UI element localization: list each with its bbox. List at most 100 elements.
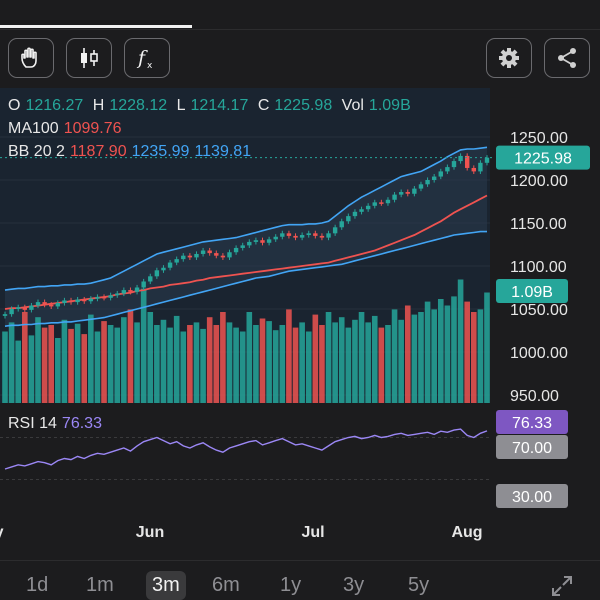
price-tick-label: 1200.00: [510, 173, 568, 190]
candle-body: [174, 259, 179, 263]
volume-bar: [180, 331, 187, 403]
hand-tool-button[interactable]: [8, 38, 54, 78]
volume-bar: [305, 331, 312, 403]
high-value: 1228.12: [109, 97, 168, 114]
indicator-lines: [4, 146, 488, 327]
volume-bar: [226, 322, 233, 403]
volume-bar: [378, 327, 385, 403]
volume-bar: [358, 312, 365, 403]
price-chart[interactable]: 1250.00 1200.00 1150.00 1100.00 1050.00 1000.…: [0, 0, 600, 560]
volume-badge: [496, 279, 568, 303]
price-tick-label: 1000.00: [510, 345, 568, 362]
last-price-label: 1225.98: [514, 151, 572, 168]
candle-body: [332, 227, 338, 234]
fullscreen-icon[interactable]: [550, 574, 574, 598]
candle-body: [418, 184, 424, 189]
volume-bar: [2, 331, 8, 403]
share-icon: [558, 48, 576, 68]
volume-bar: [437, 299, 444, 403]
rsi-level-badge: [496, 484, 568, 508]
function-icon: f x: [136, 47, 153, 71]
candle-body: [266, 239, 272, 243]
volume-bar: [200, 328, 206, 403]
volume-bar: [424, 301, 431, 403]
timeframe-1m[interactable]: 1m: [86, 574, 114, 596]
candle-body: [55, 302, 61, 307]
ma-value: 1099.76: [63, 120, 122, 137]
rsi-value: 76.33: [61, 415, 102, 432]
volume-bar: [365, 322, 371, 403]
volume-bar: [107, 325, 114, 403]
timeframe-1y[interactable]: 1y: [280, 574, 302, 596]
volume-bar: [154, 325, 160, 403]
candle-body: [478, 162, 483, 172]
candle-body: [253, 240, 259, 242]
candle-body: [319, 235, 325, 238]
price-tick-label: 950.00: [510, 388, 559, 405]
candle-body: [398, 192, 404, 195]
volume-bar: [398, 319, 404, 403]
rsi-level-badge: [496, 435, 568, 459]
volume-value: 1.09B: [368, 97, 411, 114]
candle-body: [392, 194, 397, 200]
timeframe-3y[interactable]: 3y: [343, 574, 365, 596]
candle-body: [207, 250, 212, 254]
candle-body: [88, 298, 94, 302]
volume-bar: [48, 325, 55, 403]
candle-body: [260, 240, 265, 243]
price-tick-label: 1250.00: [510, 130, 568, 147]
candle-body: [82, 299, 87, 302]
volume-bar: [266, 321, 272, 403]
candle-body: [293, 235, 298, 238]
candle-body: [154, 270, 160, 277]
candle-body: [115, 293, 120, 296]
candle-body: [451, 161, 457, 168]
volume-bar: [418, 312, 424, 403]
rsi-value-label: 76.33: [512, 415, 552, 432]
candle-body: [22, 307, 28, 310]
ohlc-legend: O 1216.27 H 1228.12 L 1214.17 C 1225.98 Vol 1…: [8, 97, 416, 115]
candle-body: [405, 192, 410, 194]
volume-bar: [371, 315, 378, 403]
bottom-divider: [0, 560, 600, 561]
timeframe-3m[interactable]: 3m: [146, 571, 186, 600]
candle-body: [412, 188, 417, 194]
candle-body: [445, 167, 450, 172]
svg-text:x: x: [147, 61, 153, 71]
volume-bar: [206, 317, 213, 403]
volume-bar: [22, 312, 28, 403]
candle-body: [431, 176, 437, 180]
price-tick-label: 1100.00: [510, 259, 567, 276]
price-tick-label: 1150.00: [510, 216, 567, 233]
candle-body: [75, 299, 80, 303]
volume-bar: [121, 317, 127, 403]
candle-body: [365, 205, 371, 210]
candle-body: [306, 233, 311, 236]
timeframe-1d[interactable]: 1d: [26, 574, 49, 596]
share-button[interactable]: [544, 38, 590, 78]
timeframe-6m[interactable]: 6m: [212, 574, 240, 596]
volume-bars: [2, 279, 490, 403]
open-label: O: [8, 97, 21, 114]
volume-bar: [332, 322, 338, 403]
volume-bar: [15, 340, 22, 403]
volume-bar: [213, 325, 220, 403]
volume-bar: [484, 292, 490, 403]
timeframe-5y[interactable]: 5y: [408, 574, 430, 596]
rsi-label: RSI 14: [8, 415, 57, 432]
svg-text:f: f: [136, 47, 148, 69]
volume-bar: [292, 327, 299, 403]
bb-legend: BB 20 2 1187.90 1235.99 1139.81: [8, 143, 256, 161]
candlestick-button[interactable]: [66, 38, 112, 78]
volume-bar: [220, 312, 226, 403]
candlestick-icon: [81, 48, 98, 68]
volume-bar: [88, 314, 94, 403]
volume-badge-label: 1.09B: [511, 284, 553, 301]
indicators-button[interactable]: f x: [124, 38, 170, 78]
candle-body: [42, 302, 47, 305]
candle-body: [187, 255, 193, 258]
candle-body: [148, 276, 153, 282]
candle-body: [233, 247, 239, 253]
volume-bar: [411, 314, 418, 403]
settings-button[interactable]: [486, 38, 532, 78]
